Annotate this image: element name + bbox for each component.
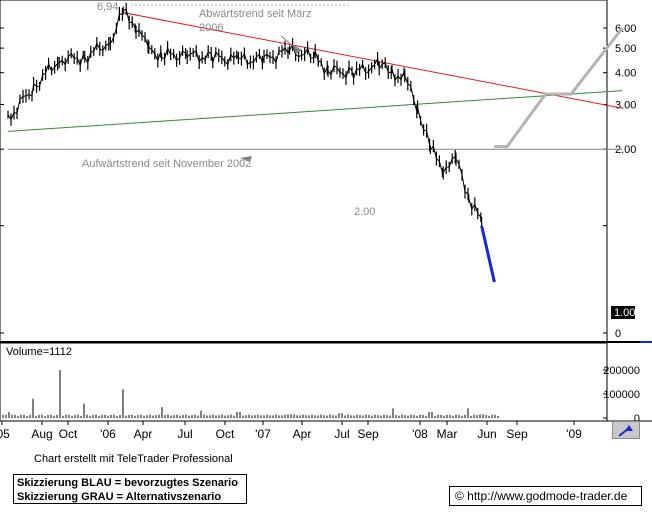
downtrend-label-1: Abwärtstrend seit März: [199, 8, 311, 20]
volume-label: Volume=1112: [6, 346, 72, 358]
y-tick-label: 2.00: [615, 144, 636, 156]
x-tick-label: Apr: [134, 427, 153, 441]
y-tick-label: 0: [615, 328, 621, 340]
high-value-label: 6,94: [97, 1, 118, 13]
uptrend-line: [7, 90, 623, 132]
last-price-value: 1.00: [614, 307, 635, 319]
price-line: [7, 8, 483, 224]
y-tick-label: 3.00: [615, 99, 636, 111]
x-tick-label: '09: [566, 427, 582, 441]
arrow-icon: [618, 425, 633, 437]
legend-blau: Skizzierung BLAU = bevorzugtes Szenario: [17, 477, 238, 489]
x-tick-label: Mar: [437, 427, 458, 441]
x-tick-label: Sep: [357, 427, 379, 441]
x-tick-label: Jun: [477, 427, 496, 441]
x-tick-label: '05: [0, 427, 10, 441]
y-tick-label: 4.00: [615, 68, 636, 80]
volume-panel-frame: [0, 342, 608, 422]
x-tick-label: Jul: [334, 427, 349, 441]
volume-tick-label: 200000: [603, 365, 640, 377]
scenario-grau-line: [494, 27, 624, 148]
scenario-blau-line: [480, 225, 496, 283]
y-tick-label: 5.00: [615, 43, 636, 55]
volume-bars: [2, 370, 499, 418]
downtrend-arrow-shaft: [280, 35, 299, 51]
volume-tick-label: 0: [634, 413, 640, 425]
x-tick-label: Jul: [177, 427, 192, 441]
website-link[interactable]: © http://www.godmode-trader.de: [449, 486, 642, 506]
legend-box: Skizzierung BLAU = bevorzugtes Szenario …: [13, 474, 247, 504]
support-value-label: 2.00: [354, 206, 375, 218]
price-bars: [7, 2, 483, 231]
stock-chart: 6.005.004.003.002.000 6,94 Abwärtstrend …: [0, 0, 652, 441]
volume-tick-label: 100000: [603, 389, 640, 401]
last-price-box: [611, 306, 635, 319]
x-tick-label: Oct: [216, 427, 235, 441]
x-tick-label: '06: [100, 427, 116, 441]
uptrend-label: Aufwärtstrend seit November 2002: [82, 158, 251, 170]
downtrend-line: [123, 12, 623, 109]
x-tick-label: Sep: [506, 427, 528, 441]
x-tick-label: Apr: [293, 427, 312, 441]
x-tick-label: '08: [412, 427, 428, 441]
x-tick-label: '07: [255, 427, 271, 441]
uptrend-arrow-icon: [240, 156, 252, 162]
scroll-corner-button[interactable]: [612, 421, 640, 439]
chart-credit: Chart erstellt mit TeleTrader Profession…: [34, 453, 233, 465]
x-tick-label: Oct: [59, 427, 78, 441]
legend-grau: Skizzierung GRAU = Alternativszenario: [17, 491, 222, 503]
x-tick-label: Aug: [31, 427, 52, 441]
downtrend-label-2: 2006: [199, 22, 223, 34]
